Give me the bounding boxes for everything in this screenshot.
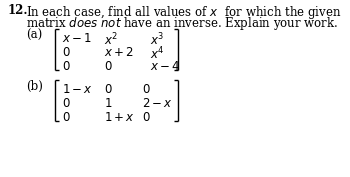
- Text: $x^3$: $x^3$: [150, 32, 164, 49]
- Text: $0$: $0$: [62, 46, 71, 59]
- Text: $0$: $0$: [104, 83, 113, 96]
- Text: 12.: 12.: [8, 4, 28, 17]
- Text: $x^2$: $x^2$: [104, 32, 118, 49]
- Text: $0$: $0$: [62, 60, 71, 73]
- Text: $0$: $0$: [104, 60, 113, 73]
- Text: $1+x$: $1+x$: [104, 111, 135, 124]
- Text: $x+2$: $x+2$: [104, 46, 134, 59]
- Text: $2-x$: $2-x$: [142, 97, 173, 110]
- Text: (b): (b): [26, 80, 43, 93]
- Text: $x-1$: $x-1$: [62, 32, 92, 45]
- Text: (a): (a): [26, 29, 42, 42]
- Text: In each case, find all values of $x$  for which the given: In each case, find all values of $x$ for…: [26, 4, 341, 21]
- Text: matrix $\mathit{does\ not}$ have an inverse. Explain your work.: matrix $\mathit{does\ not}$ have an inve…: [26, 15, 338, 32]
- Text: $0$: $0$: [62, 111, 71, 124]
- Text: $1$: $1$: [104, 97, 112, 110]
- Text: $1-x$: $1-x$: [62, 83, 93, 96]
- Text: $0$: $0$: [142, 111, 150, 124]
- Text: $0$: $0$: [142, 83, 150, 96]
- Text: $x^4$: $x^4$: [150, 46, 164, 63]
- Text: $0$: $0$: [62, 97, 71, 110]
- Text: $x-4$: $x-4$: [150, 60, 181, 73]
